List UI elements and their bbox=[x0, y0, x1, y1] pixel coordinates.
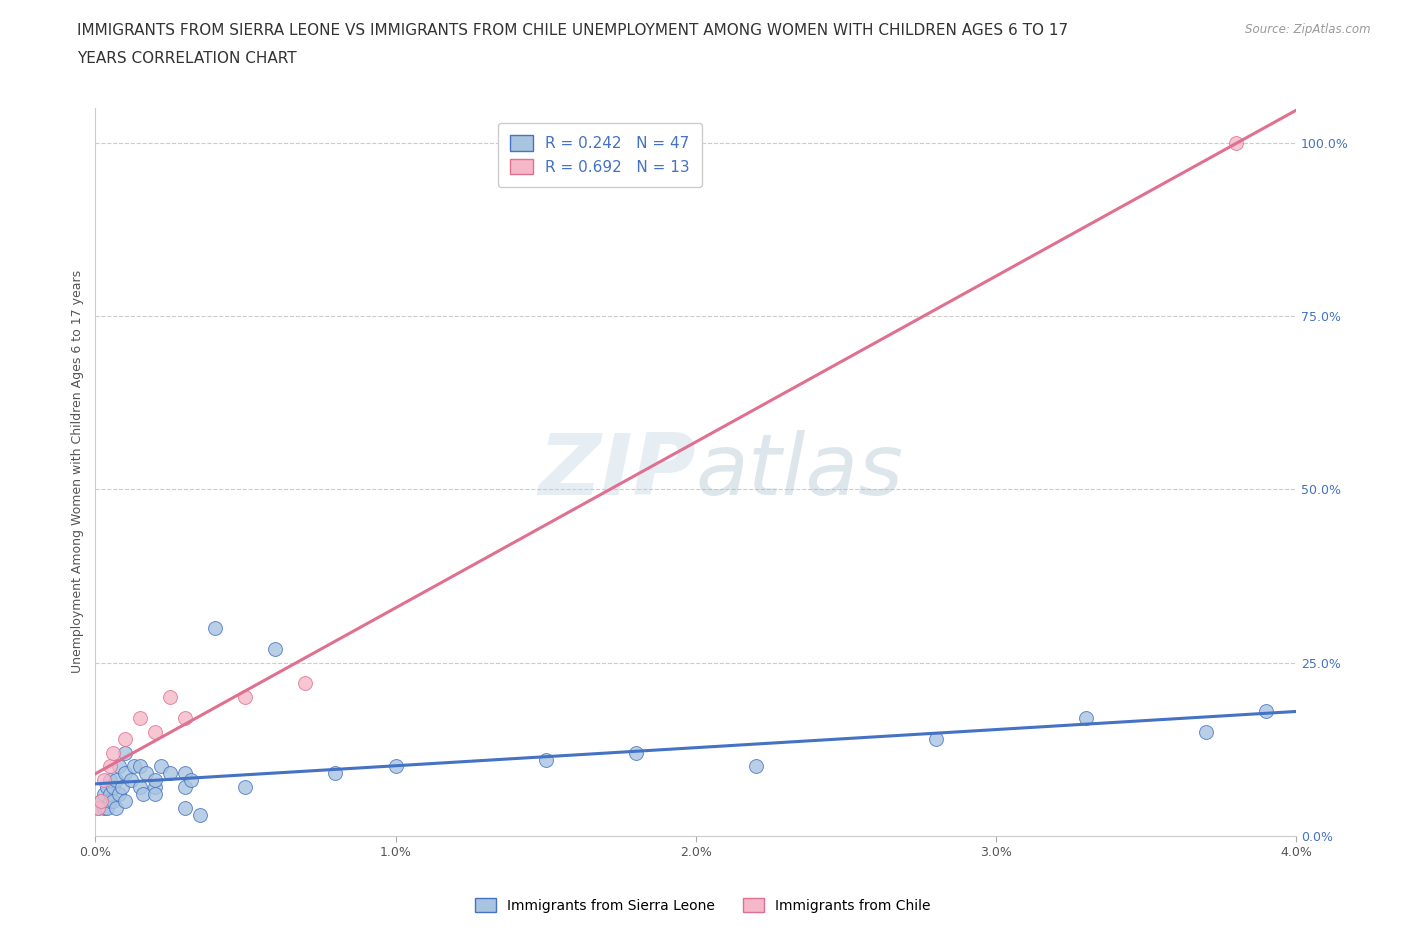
Point bbox=[190, 807, 212, 822]
Point bbox=[108, 787, 131, 802]
Point bbox=[384, 759, 406, 774]
Point bbox=[103, 745, 125, 760]
Text: ZIP: ZIP bbox=[538, 431, 696, 513]
Point bbox=[105, 773, 128, 788]
Text: YEARS CORRELATION CHART: YEARS CORRELATION CHART bbox=[77, 51, 297, 66]
Text: IMMIGRANTS FROM SIERRA LEONE VS IMMIGRANTS FROM CHILE UNEMPLOYMENT AMONG WOMEN W: IMMIGRANTS FROM SIERRA LEONE VS IMMIGRAN… bbox=[77, 23, 1069, 38]
Point bbox=[114, 731, 136, 746]
Point bbox=[132, 787, 155, 802]
Point bbox=[98, 793, 121, 808]
Point bbox=[129, 759, 152, 774]
Legend: R = 0.242   N = 47, R = 0.692   N = 13: R = 0.242 N = 47, R = 0.692 N = 13 bbox=[498, 123, 702, 187]
Point bbox=[1195, 724, 1218, 739]
Point bbox=[129, 711, 152, 725]
Point bbox=[325, 766, 347, 781]
Point bbox=[103, 793, 125, 808]
Point bbox=[90, 793, 112, 808]
Point bbox=[235, 780, 257, 795]
Point bbox=[745, 759, 768, 774]
Point bbox=[129, 780, 152, 795]
Point bbox=[159, 690, 181, 705]
Point bbox=[98, 759, 121, 774]
Point bbox=[111, 780, 134, 795]
Point bbox=[98, 773, 121, 788]
Point bbox=[145, 724, 167, 739]
Point bbox=[120, 773, 142, 788]
Point bbox=[264, 641, 287, 656]
Point bbox=[124, 759, 146, 774]
Point bbox=[180, 773, 202, 788]
Point bbox=[87, 801, 110, 816]
Point bbox=[96, 801, 118, 816]
Point bbox=[103, 780, 125, 795]
Point bbox=[624, 745, 647, 760]
Point bbox=[145, 780, 167, 795]
Point bbox=[93, 773, 115, 788]
Point bbox=[90, 793, 112, 808]
Point bbox=[174, 766, 197, 781]
Point bbox=[174, 801, 197, 816]
Point bbox=[174, 780, 197, 795]
Point bbox=[159, 766, 181, 781]
Point bbox=[235, 690, 257, 705]
Point bbox=[294, 676, 316, 691]
Text: atlas: atlas bbox=[696, 431, 904, 513]
Point bbox=[1074, 711, 1097, 725]
Point bbox=[98, 787, 121, 802]
Point bbox=[114, 793, 136, 808]
Point bbox=[150, 759, 173, 774]
Point bbox=[114, 745, 136, 760]
Point bbox=[1225, 135, 1247, 150]
Y-axis label: Unemployment Among Women with Children Ages 6 to 17 years: Unemployment Among Women with Children A… bbox=[72, 271, 84, 673]
Point bbox=[204, 620, 226, 635]
Text: Source: ZipAtlas.com: Source: ZipAtlas.com bbox=[1246, 23, 1371, 36]
Point bbox=[108, 759, 131, 774]
Point bbox=[1254, 704, 1277, 719]
Point bbox=[105, 801, 128, 816]
Point bbox=[145, 773, 167, 788]
Point bbox=[114, 766, 136, 781]
Point bbox=[135, 766, 157, 781]
Point bbox=[93, 801, 115, 816]
Point bbox=[87, 801, 110, 816]
Point bbox=[145, 787, 167, 802]
Point bbox=[93, 787, 115, 802]
Point bbox=[534, 752, 557, 767]
Point bbox=[925, 731, 948, 746]
Point bbox=[174, 711, 197, 725]
Legend: Immigrants from Sierra Leone, Immigrants from Chile: Immigrants from Sierra Leone, Immigrants… bbox=[470, 893, 936, 919]
Point bbox=[96, 780, 118, 795]
